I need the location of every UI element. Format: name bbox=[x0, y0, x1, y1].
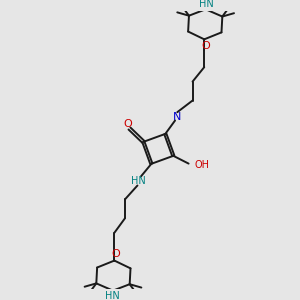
Text: HN: HN bbox=[105, 291, 120, 300]
Text: OH: OH bbox=[195, 160, 210, 170]
Text: HN: HN bbox=[199, 0, 214, 9]
Text: O: O bbox=[111, 249, 120, 259]
Text: HN: HN bbox=[130, 176, 146, 186]
Text: N: N bbox=[173, 112, 182, 122]
Text: O: O bbox=[123, 119, 132, 129]
Text: O: O bbox=[201, 41, 210, 51]
